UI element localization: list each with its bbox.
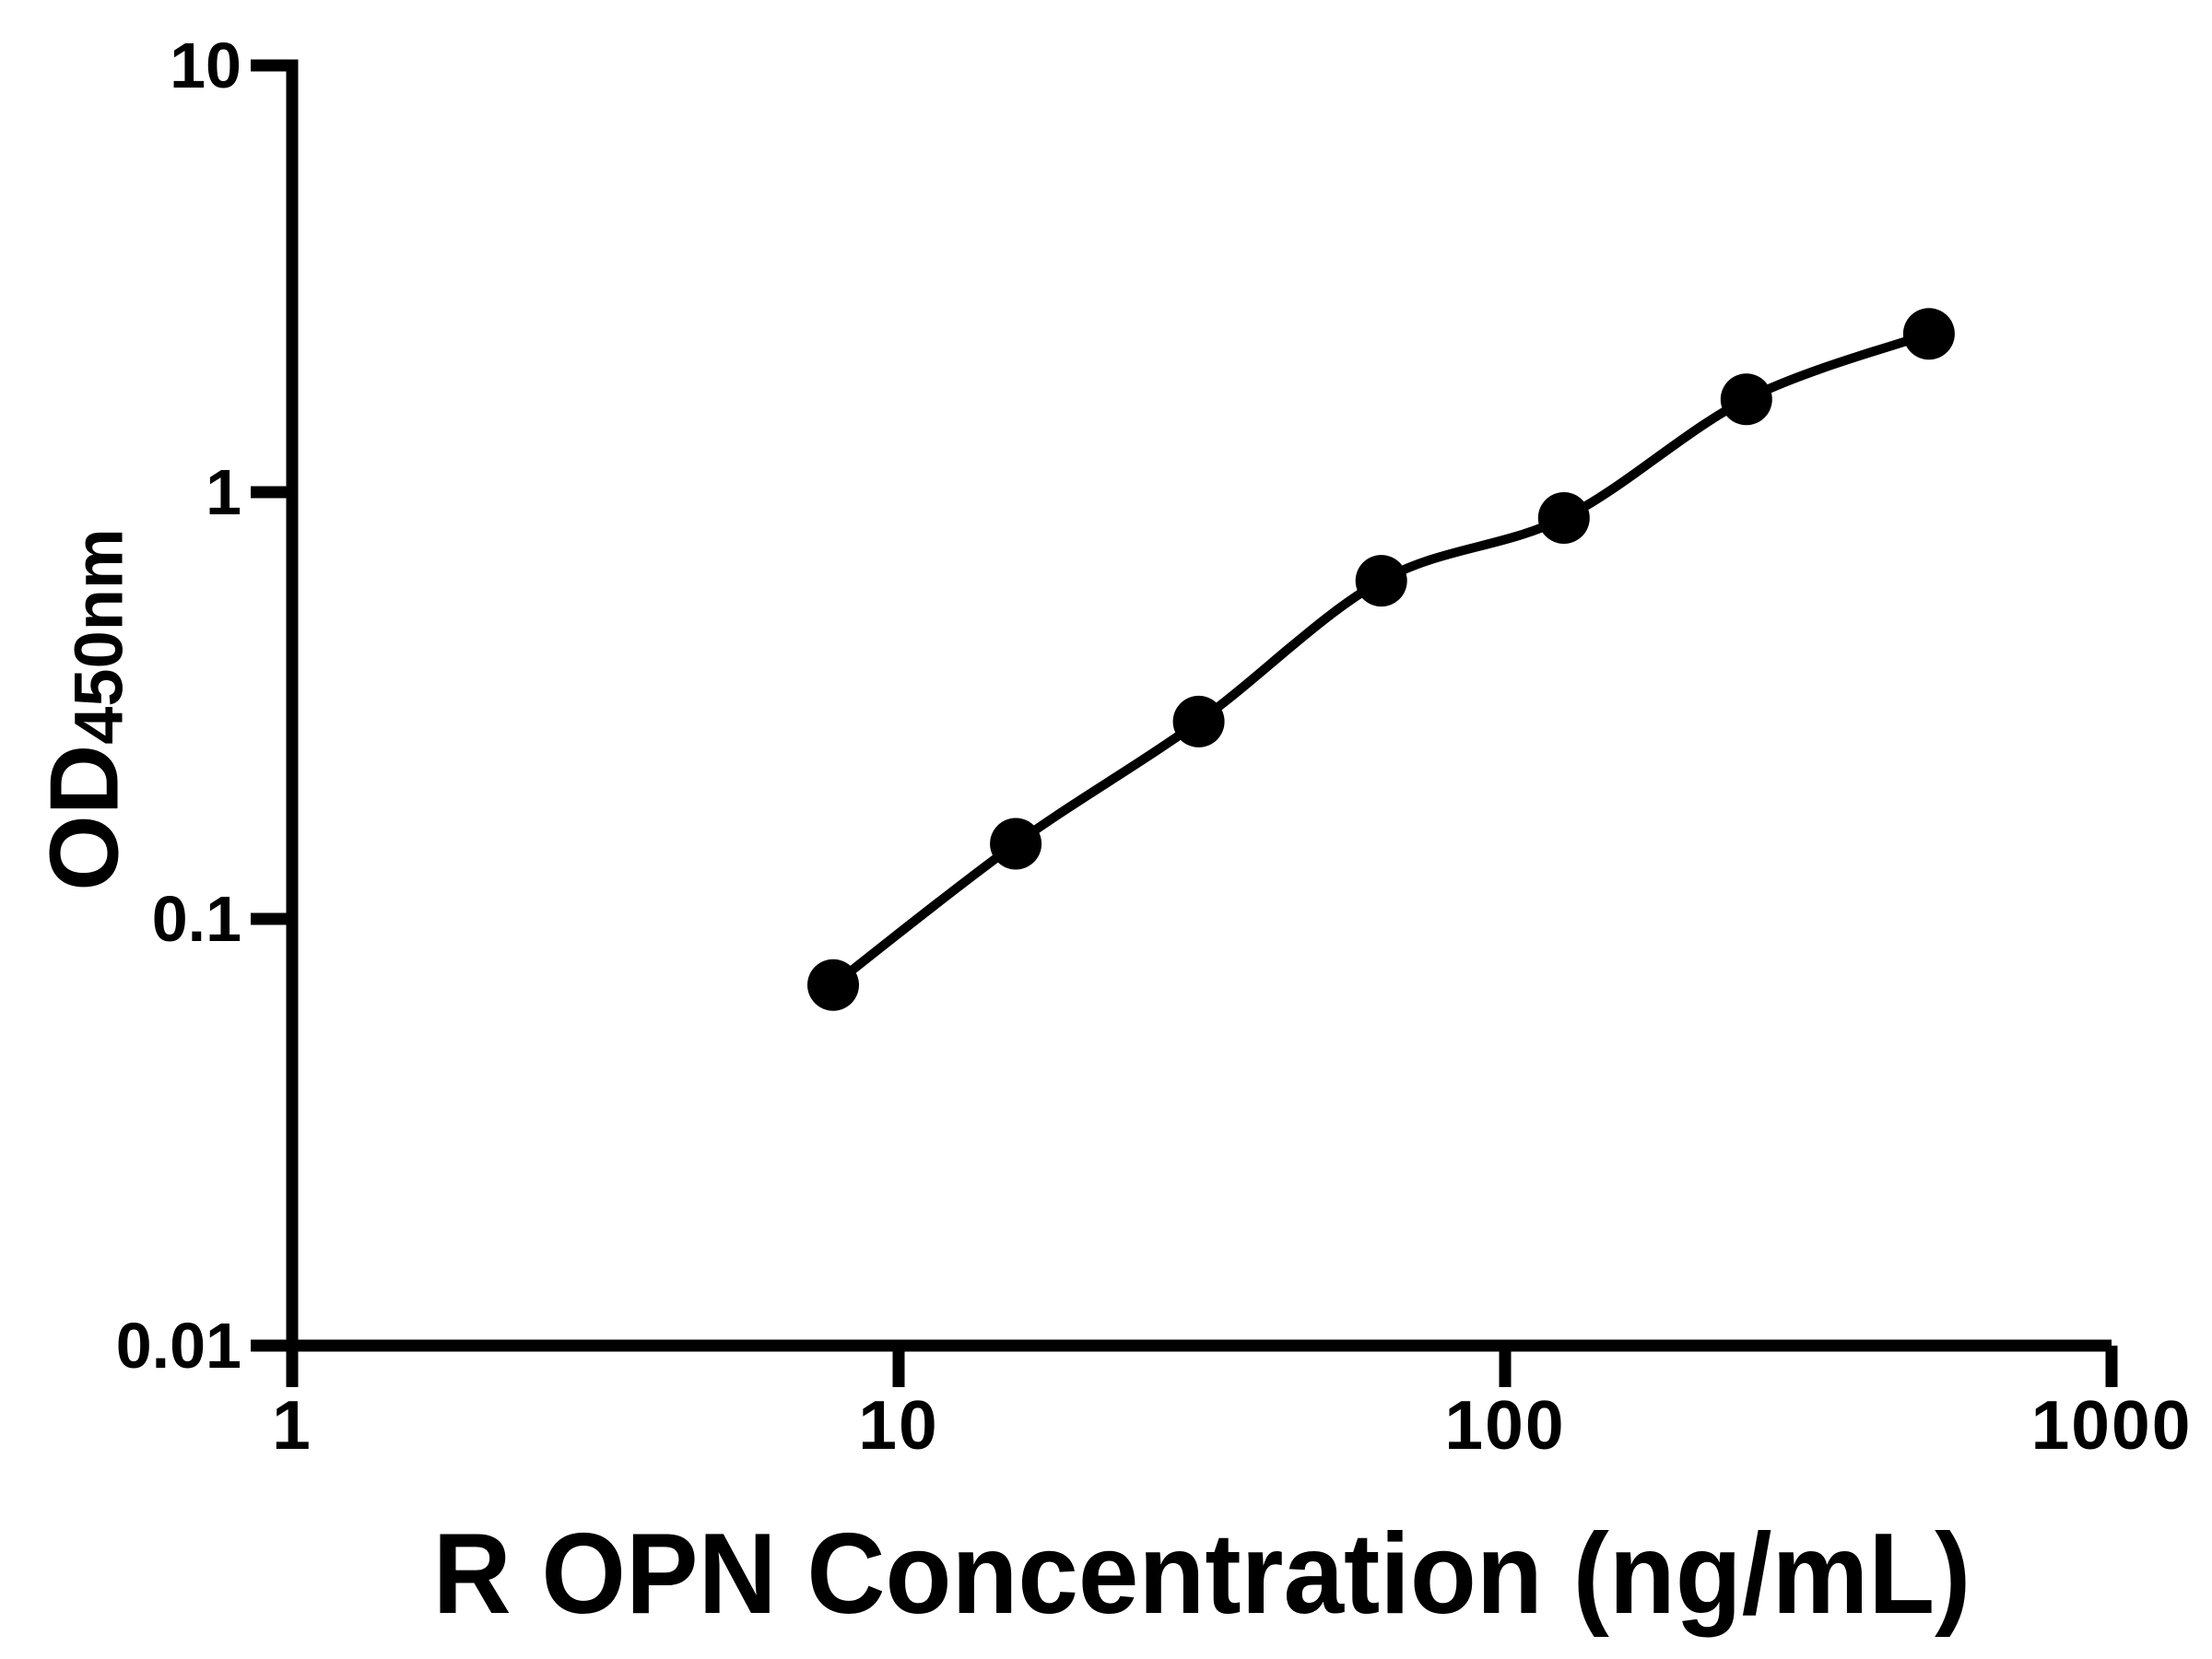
- x-tick-label: 100: [1444, 1386, 1566, 1464]
- data-point-marker: [1720, 373, 1772, 426]
- y-tick-label: 0.1: [151, 883, 241, 955]
- data-point-marker: [990, 818, 1042, 870]
- y-axis-title: OD450nm: [29, 528, 141, 890]
- x-tick-label: 1000: [2030, 1386, 2193, 1464]
- y-tick-label: 10: [170, 29, 241, 101]
- data-point-marker: [1355, 555, 1407, 607]
- standard-curve-line: [830, 329, 1931, 989]
- x-axis-title: R OPN Concentration (ng/mL): [432, 1511, 1971, 1638]
- x-tick-label: 10: [858, 1386, 939, 1464]
- data-point-marker: [1172, 695, 1225, 747]
- y-tick-label: 0.01: [115, 1310, 241, 1382]
- y-tick-label: 1: [206, 456, 241, 528]
- x-tick-label: 1: [272, 1386, 312, 1464]
- y-axis-title-subscript: 450nm: [60, 528, 137, 745]
- data-point-marker: [1537, 492, 1590, 544]
- y-axis-title-main: OD: [29, 744, 139, 891]
- data-point-marker: [807, 959, 859, 1011]
- data-point-marker: [1902, 308, 1955, 360]
